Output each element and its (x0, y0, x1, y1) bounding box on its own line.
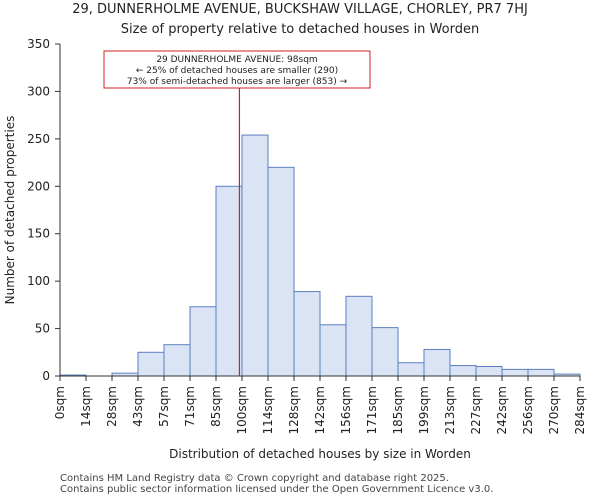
bar-128sqm (293, 291, 321, 377)
x-tick-label: 43sqm (131, 386, 145, 427)
bar-114sqm (267, 166, 295, 377)
y-tick-label: 300 (27, 84, 50, 98)
bar-43sqm (137, 351, 165, 377)
x-tick-label: 28sqm (105, 386, 119, 427)
bar-171sqm (371, 327, 399, 377)
x-tick-label: 284sqm (573, 386, 587, 434)
x-tick-label: 85sqm (209, 386, 223, 427)
x-tick-label: 57sqm (157, 386, 171, 427)
bar-256sqm (527, 368, 555, 377)
y-axis: 0 50 100 150 200 250 300 350 (27, 37, 60, 383)
annotation-line-3: 73% of semi-detached houses are larger (… (127, 77, 348, 87)
bar-71sqm (189, 306, 217, 377)
x-tick-label: 213sqm (443, 386, 457, 434)
x-tick-label: 270sqm (547, 386, 561, 434)
x-tick-label: 0sqm (53, 386, 67, 419)
x-tick-label: 71sqm (183, 386, 197, 427)
footer-line-2: Contains public sector information licen… (60, 484, 494, 495)
bar-142sqm (319, 324, 347, 377)
bar-100sqm (241, 134, 269, 377)
x-tick-label: 100sqm (235, 386, 249, 434)
y-tick-label: 0 (42, 369, 50, 383)
bar-85sqm (215, 185, 243, 377)
bar-185sqm (397, 362, 425, 377)
bar-199sqm (423, 348, 451, 377)
bar-57sqm (163, 344, 191, 377)
bar-156sqm (345, 295, 373, 377)
y-tick-label: 100 (27, 274, 50, 288)
annotation-line-2: ← 25% of detached houses are smaller (29… (136, 66, 338, 76)
x-tick-label: 242sqm (495, 386, 509, 434)
x-tick-label: 185sqm (391, 386, 405, 434)
annotation-line-1: 29 DUNNERHOLME AVENUE: 98sqm (156, 55, 317, 65)
x-tick-label: 142sqm (313, 386, 327, 434)
x-tick-label: 14sqm (79, 386, 93, 427)
x-tick-label: 128sqm (287, 386, 301, 434)
bar-213sqm (449, 365, 477, 377)
y-tick-label: 50 (35, 322, 50, 336)
y-axis-label: Number of detached properties (3, 116, 17, 305)
x-axis-label: Distribution of detached houses by size … (169, 447, 471, 461)
footer-line-1: Contains HM Land Registry data © Crown c… (60, 473, 449, 484)
bar-227sqm (475, 366, 503, 377)
x-tick-label: 256sqm (521, 386, 535, 434)
bars-group (59, 134, 581, 377)
x-tick-label: 171sqm (365, 386, 379, 434)
chart-subtitle: Size of property relative to detached ho… (120, 22, 480, 37)
bar-242sqm (501, 368, 529, 377)
y-tick-label: 250 (27, 132, 50, 146)
x-axis: 0sqm 14sqm 28sqm 43sqm 57sqm 71sqm 85sqm 100sqm… (53, 376, 587, 434)
x-tick-label: 114sqm (261, 386, 275, 434)
y-tick-label: 350 (27, 37, 50, 51)
y-tick-label: 200 (27, 179, 50, 193)
x-tick-label: 156sqm (339, 386, 353, 434)
chart-title: 29, DUNNERHOLME AVENUE, BUCKSHAW VILLAGE… (72, 2, 528, 17)
annotation-box (103, 50, 371, 89)
x-tick-label: 227sqm (469, 386, 483, 434)
y-tick-label: 150 (27, 227, 50, 241)
x-tick-label: 199sqm (417, 386, 431, 434)
